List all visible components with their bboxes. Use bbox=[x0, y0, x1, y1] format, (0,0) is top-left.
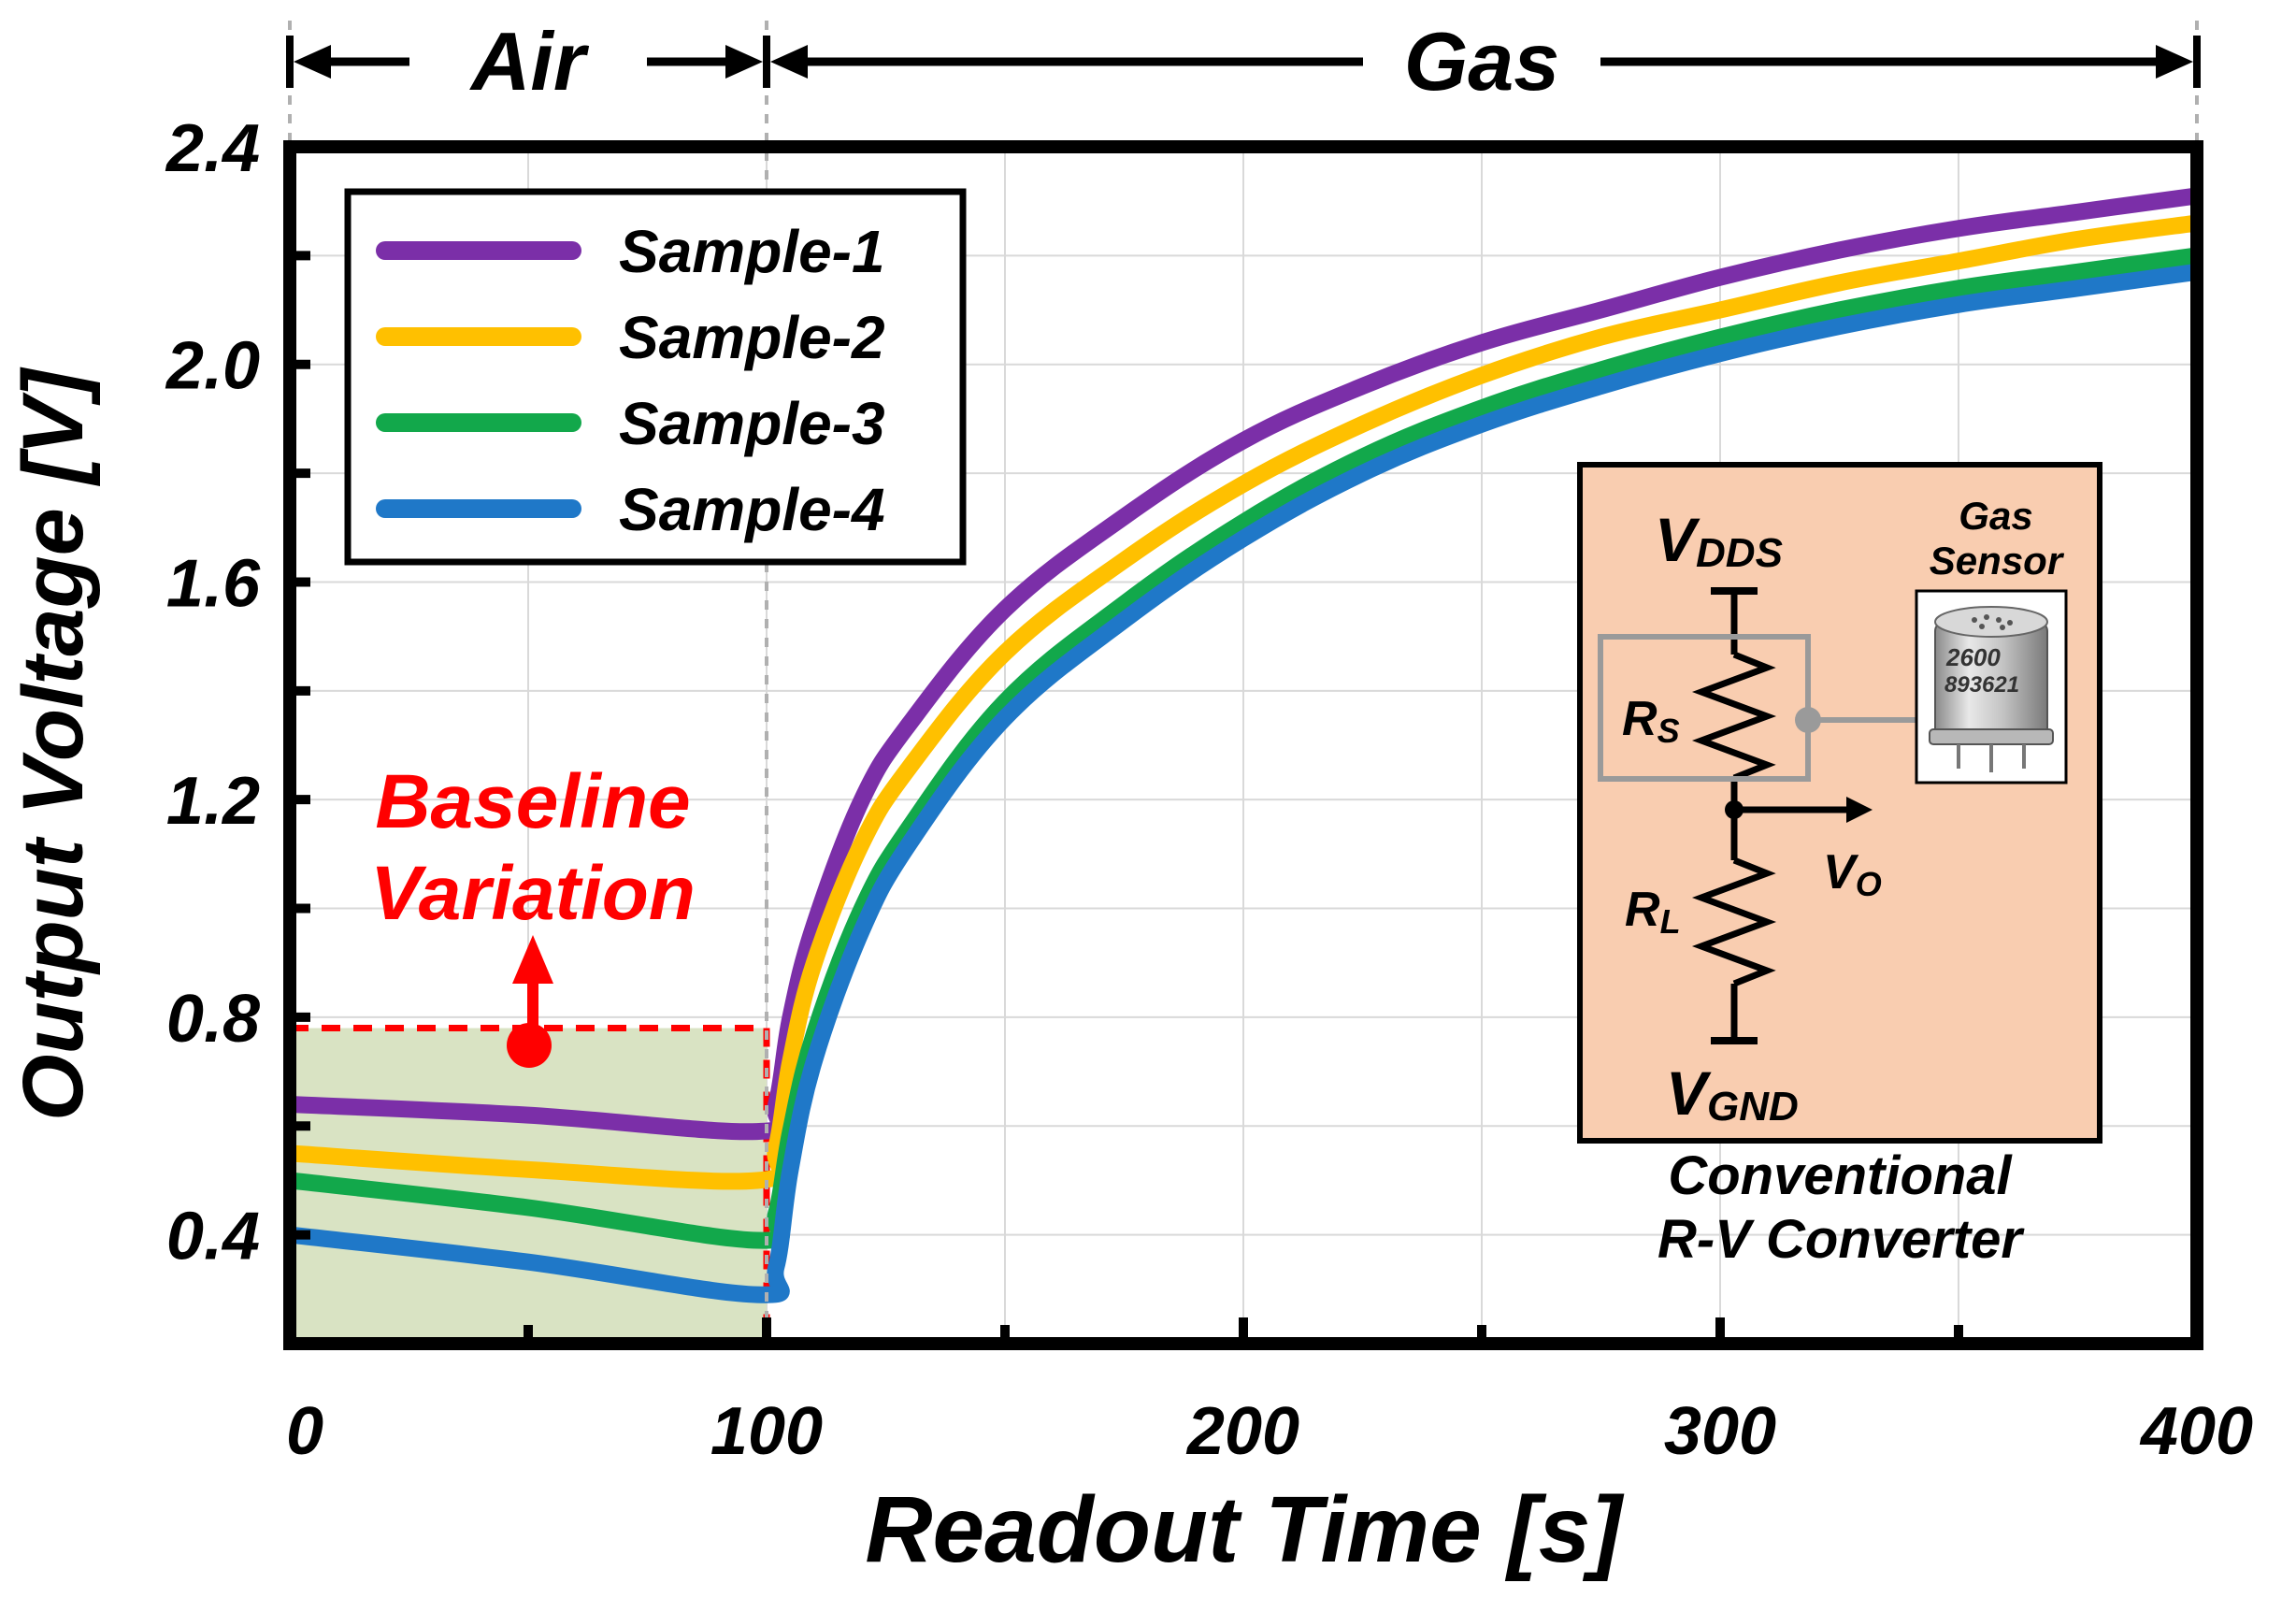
legend-label-2: Sample-2 bbox=[619, 304, 885, 371]
inset-caption-line1: Conventional bbox=[1668, 1145, 2013, 1206]
y-tick-label: 2.4 bbox=[165, 111, 260, 186]
inset-caption-line2: R-V Converter bbox=[1657, 1209, 2025, 1270]
baseline-arrow-up-icon bbox=[512, 935, 553, 984]
legend-label-3: Sample-3 bbox=[619, 390, 885, 457]
gas-sensor-icon bbox=[1915, 589, 2068, 784]
phase-arrows: Air Gas bbox=[286, 15, 2201, 108]
y-tick-label: 1.6 bbox=[166, 546, 261, 621]
phase-arrow-air-arrow-left-icon bbox=[294, 45, 331, 79]
gas-sensor-label-line1: Gas bbox=[1959, 494, 2032, 538]
vo-sub: O bbox=[1856, 865, 1882, 903]
vdd-main: V bbox=[1655, 505, 1700, 574]
series-group bbox=[290, 187, 2197, 1303]
series-line-4 bbox=[290, 263, 2197, 1303]
baseline-label-line2: Variation bbox=[370, 851, 696, 936]
y-tick-label: 0.8 bbox=[166, 982, 260, 1057]
rl-sub: L bbox=[1660, 902, 1681, 941]
x-tick-label: 100 bbox=[710, 1394, 823, 1469]
vo-label: VO bbox=[1823, 845, 1882, 903]
phase-arrow-air: Air bbox=[286, 15, 770, 108]
axis-ticks bbox=[285, 142, 2202, 1344]
baseline-annotation: Baseline Variation bbox=[370, 759, 696, 1068]
inset-box bbox=[1577, 462, 2102, 1144]
phase-arrow-gas-arrow-right-icon bbox=[2156, 45, 2193, 79]
x-tick-label: 0 bbox=[286, 1394, 323, 1469]
rl-resistor bbox=[1691, 856, 1777, 987]
sensor-link-dot bbox=[1795, 707, 1821, 733]
vdd-sub: DDS bbox=[1696, 530, 1783, 576]
rl-label: RL bbox=[1625, 883, 1681, 941]
vo-arrow-icon bbox=[1846, 797, 1873, 823]
rs-resistor bbox=[1691, 651, 1777, 782]
y-tick-label: 0.4 bbox=[166, 1200, 260, 1274]
vgnd-label: VGND bbox=[1666, 1058, 1799, 1130]
phase-arrow-air-label: Air bbox=[469, 15, 590, 108]
vgnd-main: V bbox=[1666, 1058, 1712, 1128]
sensor-marking-2: 893621 bbox=[1944, 672, 2019, 698]
rl-main: R bbox=[1625, 883, 1660, 937]
vgnd-sub: GND bbox=[1707, 1084, 1799, 1130]
y-tick-label: 1.2 bbox=[166, 764, 260, 839]
rs-label: RS bbox=[1622, 692, 1680, 750]
phase-arrow-gas-arrow-left-icon bbox=[770, 45, 808, 79]
legend-label-4: Sample-4 bbox=[619, 476, 885, 543]
rs-main: R bbox=[1622, 692, 1657, 746]
x-axis-label: Readout Time [s] bbox=[865, 1477, 1625, 1582]
y-axis-label: Output Voltage [V] bbox=[6, 367, 101, 1121]
x-tick-label: 400 bbox=[2139, 1394, 2253, 1469]
x-tick-label: 200 bbox=[1185, 1394, 1299, 1469]
legend: Sample-1 Sample-2 Sample-3 Sample-4 bbox=[344, 188, 967, 566]
gas-sensor-label-line2: Sensor bbox=[1930, 539, 2065, 583]
phase-arrow-air-arrow-right-icon bbox=[725, 45, 763, 79]
legend-label-1: Sample-1 bbox=[619, 218, 885, 285]
phase-arrow-gas: Gas bbox=[763, 15, 2201, 108]
vdd-label: VDDS bbox=[1655, 505, 1783, 576]
tick-labels: 0 100 200 300 400 0.4 0.8 1.2 1.6 2.0 2.4 bbox=[165, 111, 2253, 1469]
rs-sub: S bbox=[1657, 712, 1680, 750]
y-tick-label: 2.0 bbox=[165, 329, 260, 404]
baseline-label-line1: Baseline bbox=[375, 759, 690, 844]
vo-main: V bbox=[1823, 845, 1859, 900]
sensor-marking-1: 2600 bbox=[1945, 643, 2001, 671]
rv-converter-inset: VDDS RS RL VO VGND Gas Sensor bbox=[1577, 462, 2102, 1270]
phase-arrow-gas-label: Gas bbox=[1404, 15, 1559, 108]
x-tick-label: 300 bbox=[1664, 1394, 1776, 1469]
baseline-arrow-dot bbox=[507, 1023, 552, 1068]
